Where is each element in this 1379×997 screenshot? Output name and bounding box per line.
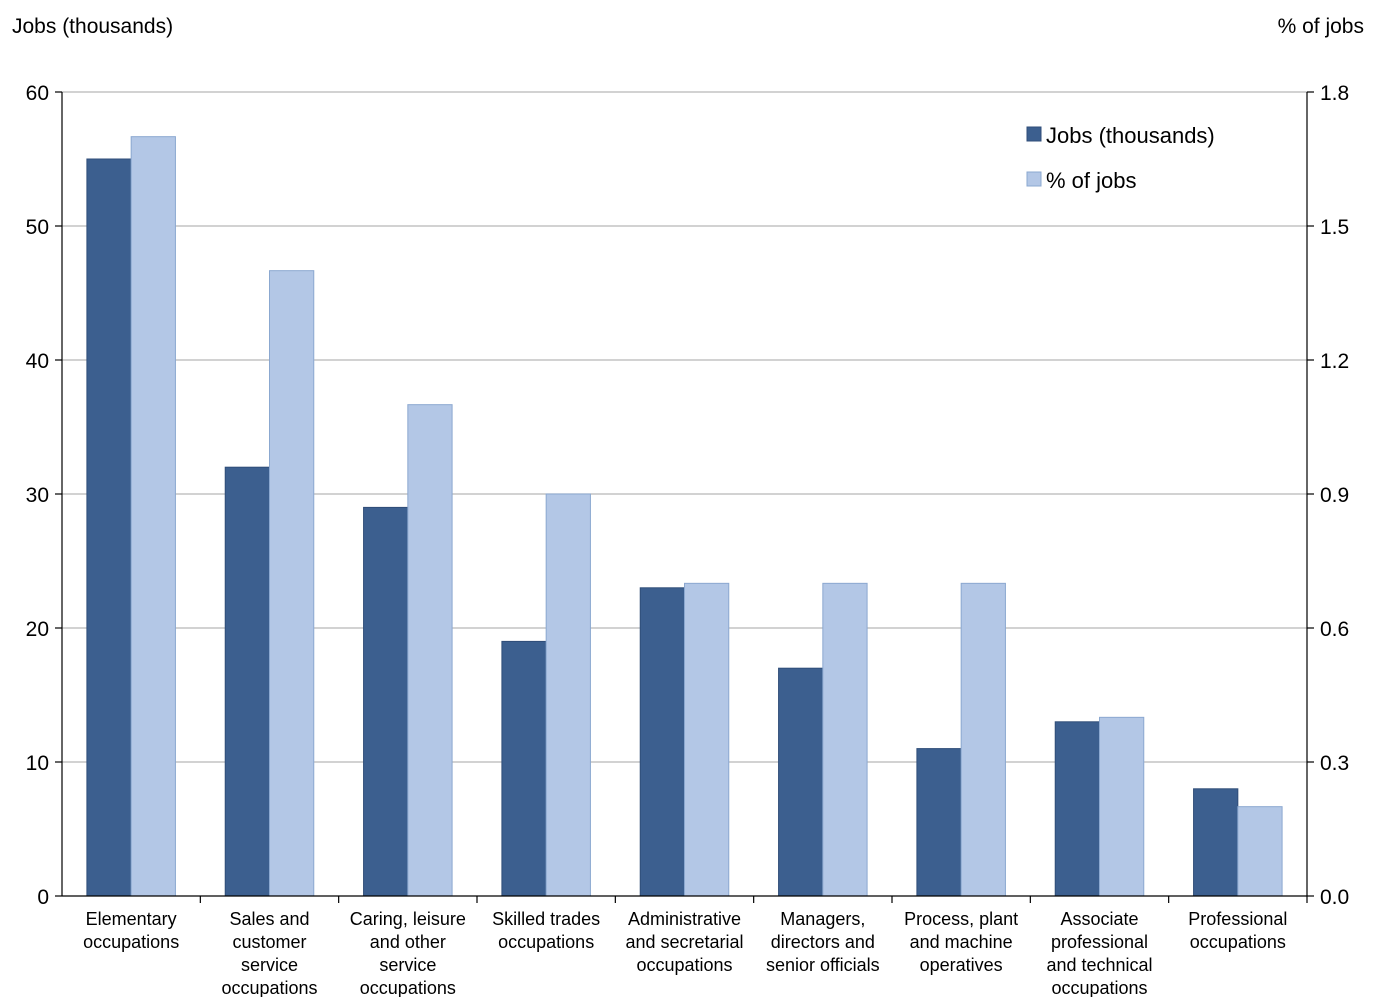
bar-jobs — [778, 667, 824, 897]
legend-swatch — [1026, 126, 1042, 142]
bar-jobs — [1054, 721, 1100, 897]
axes-group: 0 0.0 10 0.3 20 0.6 30 0.9 40 1.2 50 1.5 60 1.8 Elemen… — [26, 82, 1350, 997]
bar-jobs — [501, 640, 547, 897]
category-label: Professional occupations — [1188, 909, 1287, 952]
category-label: Skilled trades occupations — [492, 909, 600, 952]
bar-percent — [684, 582, 730, 897]
left-tick-label: 20 — [26, 618, 49, 641]
left-tick-label: 40 — [26, 350, 49, 373]
bar-percent — [545, 493, 591, 897]
category-label: Caring, leisure and other service occupatio… — [350, 909, 466, 997]
category-label: Administrative and secretarial occupations — [625, 909, 743, 975]
left-tick-label: 0 — [37, 886, 49, 909]
right-axis-title: % of jobs — [1278, 15, 1364, 38]
legend-label: Jobs (thousands) — [1046, 123, 1215, 148]
right-tick-label: 0.0 — [1320, 886, 1349, 909]
bar-jobs — [224, 466, 271, 897]
bar-percent — [130, 136, 176, 897]
category-label: Managers, directors and senior officials — [766, 909, 880, 975]
bar-percent — [960, 582, 1006, 897]
category-label: Elementary occupations — [83, 909, 179, 952]
bar-percent — [269, 270, 315, 897]
category-label: Process, plant and machine operatives — [904, 909, 1018, 975]
bar-jobs — [1193, 788, 1239, 897]
category-label: Associate professional and technical occupa… — [1046, 909, 1152, 997]
bar-percent — [822, 582, 868, 897]
left-tick-label: 10 — [26, 752, 49, 775]
left-tick-label: 60 — [26, 82, 49, 105]
bar-percent — [1237, 806, 1283, 897]
right-tick-label: 1.5 — [1320, 216, 1349, 239]
right-tick-label: 0.3 — [1320, 752, 1349, 775]
right-tick-label: 0.6 — [1320, 618, 1349, 641]
bar-jobs — [916, 748, 962, 897]
bar-percent — [407, 404, 453, 897]
bars-group — [86, 136, 1283, 897]
left-tick-label: 30 — [26, 484, 49, 507]
bar-jobs — [639, 587, 686, 897]
legend: Jobs (thousands) % of jobs — [1026, 123, 1215, 193]
right-tick-label: 1.2 — [1320, 350, 1349, 373]
legend-label: % of jobs — [1046, 168, 1137, 193]
right-tick-label: 1.8 — [1320, 82, 1349, 105]
left-axis-title: Jobs (thousands) — [12, 15, 173, 38]
bar-jobs — [363, 506, 409, 897]
right-tick-label: 0.9 — [1320, 484, 1349, 507]
legend-swatch — [1026, 171, 1042, 187]
bar-jobs — [86, 158, 132, 897]
category-label: Sales and customer service occupations — [221, 909, 317, 997]
left-tick-label: 50 — [26, 216, 49, 239]
bar-percent — [1099, 716, 1145, 897]
